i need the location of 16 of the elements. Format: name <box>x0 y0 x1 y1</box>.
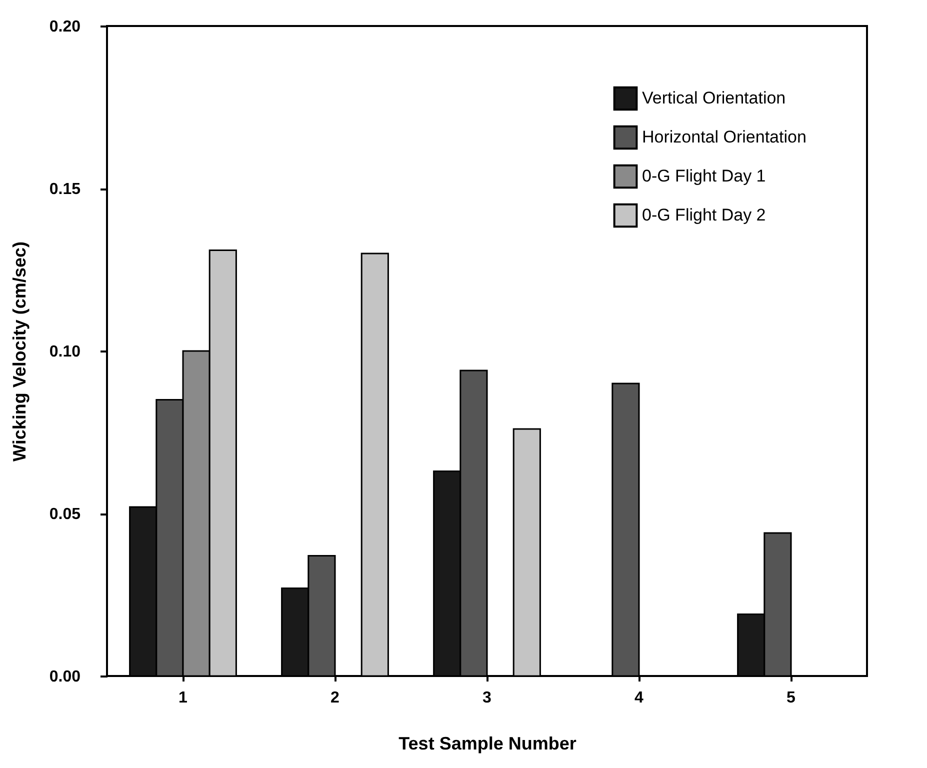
y-tick-label: 0.10 <box>49 344 81 360</box>
legend-label: 0-G Flight Day 1 <box>642 166 766 186</box>
y-tick-label: 0.15 <box>49 181 81 198</box>
legend-label: Vertical Orientation <box>642 88 786 108</box>
x-tick-label: 4 <box>634 690 644 706</box>
y-tick-label: 0.20 <box>49 18 81 36</box>
y-tick-label: 0.05 <box>49 506 81 523</box>
legend-label: Horizontal Orientation <box>642 128 806 146</box>
y-tick-label: 0.00 <box>49 668 81 686</box>
x-tick-label: 3 <box>482 690 492 706</box>
x-axis-title: Test Sample Number <box>398 734 576 754</box>
x-tick-label: 1 <box>178 690 188 706</box>
x-tick-label: 5 <box>786 690 796 706</box>
y-axis-title: Wicking Velocity (cm/sec) <box>9 242 30 462</box>
legend-label: 0-G Flight Day 2 <box>642 206 766 224</box>
x-tick-label: 2 <box>330 690 340 706</box>
